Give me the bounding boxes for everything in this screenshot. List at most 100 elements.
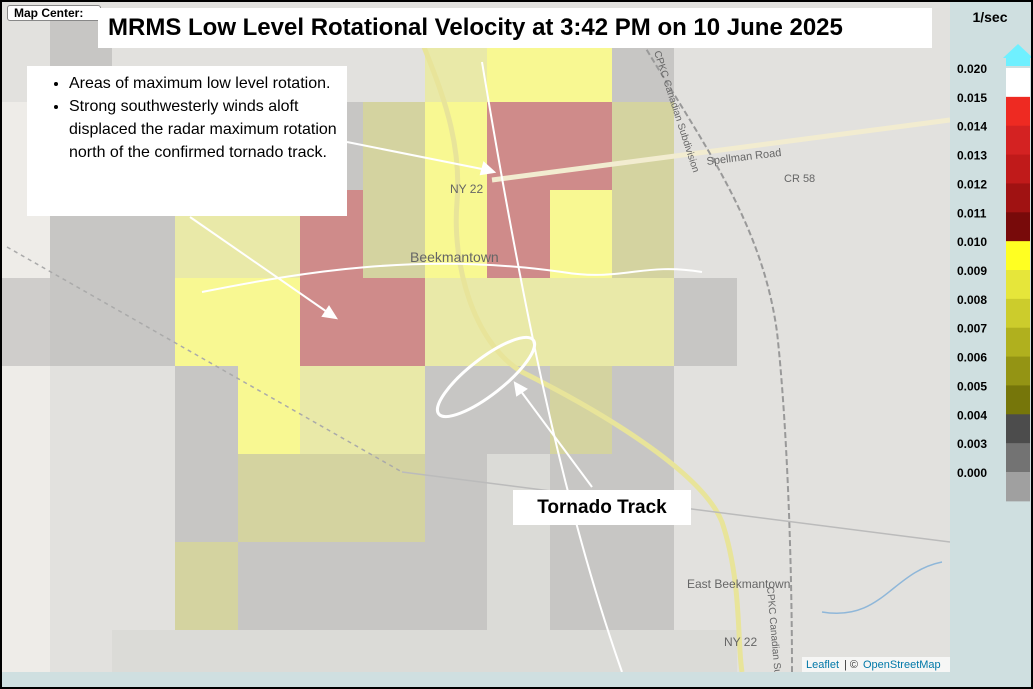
overlay-cell (425, 542, 487, 630)
bullet: Areas of maximum low level rotation. (69, 72, 347, 95)
attribution-link[interactable]: OpenStreetMap (863, 659, 941, 671)
map-center-label: Map Center: (7, 5, 101, 21)
overlay-cell (300, 542, 363, 630)
railway (6, 246, 403, 473)
overlay-cell (112, 630, 175, 672)
legend-swatch (1006, 125, 1030, 156)
attribution-link[interactable]: Leaflet (806, 659, 839, 671)
title: MRMS Low Level Rotational Velocity at 3:… (98, 8, 932, 48)
legend-swatch (1006, 212, 1030, 242)
legend: 1/sec 0.020 0.015 0.014 0.013 0.012 0.011 0.01… (950, 2, 1031, 687)
overlay-cell (425, 454, 487, 542)
overlay-cell (674, 630, 737, 672)
overlay-cell (300, 630, 363, 672)
overlay-cell (550, 366, 612, 454)
overlay-cell (300, 366, 363, 454)
overlay-cell (363, 542, 425, 630)
arrow (346, 141, 488, 171)
overlay-cell (300, 278, 363, 366)
legend-cap (1003, 44, 1031, 58)
overlay-cell (238, 542, 300, 630)
legend-swatch (1006, 241, 1030, 271)
legend-swatch (1006, 385, 1030, 415)
legend-label: 0.015 (957, 91, 987, 105)
legend-swatch (1006, 154, 1030, 184)
overlay-cell (175, 542, 238, 630)
overlay-cell (363, 102, 425, 190)
overlay-cell (175, 366, 238, 454)
overlay-cell (363, 454, 425, 542)
overlay-cell (238, 454, 300, 542)
overlay-cell (612, 278, 674, 366)
bullet-list: Areas of maximum low level rotation. Str… (27, 72, 347, 164)
route-22 (419, 41, 745, 673)
legend-swatch (1006, 183, 1030, 213)
legend-label: 0.020 (957, 62, 987, 76)
legend-swatch (1006, 270, 1030, 300)
legend-swatch (1006, 443, 1030, 473)
overlay-cell (425, 630, 487, 672)
overlay-cell (550, 542, 612, 630)
road (481, 61, 623, 673)
map-label: CR 58 (784, 173, 815, 185)
arrows (189, 141, 593, 488)
legend-swatch (1006, 298, 1030, 329)
overlay-cell (112, 278, 175, 366)
overlay-cell (363, 630, 425, 672)
legend-swatch (1006, 472, 1030, 502)
legend-label: 0.007 (957, 322, 987, 336)
legend-swatch (1006, 414, 1030, 444)
arrow (189, 216, 331, 315)
bottom-bar (2, 672, 950, 687)
overlay-cell (487, 542, 550, 630)
legend-swatch (1006, 327, 1030, 358)
overlay-cell (550, 190, 612, 278)
overlay-cell (238, 278, 300, 366)
roads (6, 41, 950, 673)
legend-label: 0.008 (957, 293, 987, 307)
legend-cap (1006, 58, 1030, 66)
overlay-cell (612, 102, 674, 190)
overlay-cell (550, 278, 612, 366)
bullet: Strong southwesterly winds aloft displac… (69, 95, 347, 164)
legend-scale: 1/sec 0.020 0.015 0.014 0.013 0.012 0.011 0.01… (957, 9, 1031, 502)
arrow-head (513, 381, 528, 397)
arrow-head (479, 161, 497, 176)
road (201, 262, 703, 293)
overlay-cell (612, 190, 674, 278)
railway (641, 41, 793, 673)
legend-label: 0.014 (957, 120, 987, 134)
legend-label: 0.000 (957, 466, 987, 480)
overlay-cell (550, 102, 612, 190)
map-label: Beekmantown (410, 249, 499, 265)
overlay-cell (300, 454, 363, 542)
legend-label: 0.003 (957, 437, 987, 451)
map-label: East Beekmantown (687, 577, 790, 591)
callout: Tornado Track (513, 490, 691, 525)
overlay-cell (175, 278, 238, 366)
legend-swatch (1006, 96, 1030, 127)
road (491, 117, 950, 183)
overlay-cell (363, 278, 425, 366)
legend-label: 0.004 (957, 408, 987, 422)
legend-unit: 1/sec (972, 9, 1007, 25)
overlay-cell (363, 366, 425, 454)
overlay-cell (674, 278, 737, 366)
legend-label: 0.012 (957, 177, 987, 191)
legend-label: 0.005 (957, 379, 987, 393)
tornado-track-ellipse (435, 335, 537, 419)
legend-label: 0.010 (957, 235, 987, 249)
overlay-cell (175, 454, 238, 542)
overlay-cell (487, 630, 550, 672)
overlay-cell (2, 278, 50, 366)
legend-swatch (1006, 68, 1030, 98)
attribution-bg (802, 657, 950, 672)
overlay-cell (238, 366, 300, 454)
overlay-cell (175, 630, 238, 672)
overlay-cell (612, 630, 674, 672)
overlay-cell (550, 630, 612, 672)
legend-label: 0.011 (957, 206, 987, 220)
overlay-cell (238, 630, 300, 672)
map-label: NY 22 (724, 635, 757, 649)
